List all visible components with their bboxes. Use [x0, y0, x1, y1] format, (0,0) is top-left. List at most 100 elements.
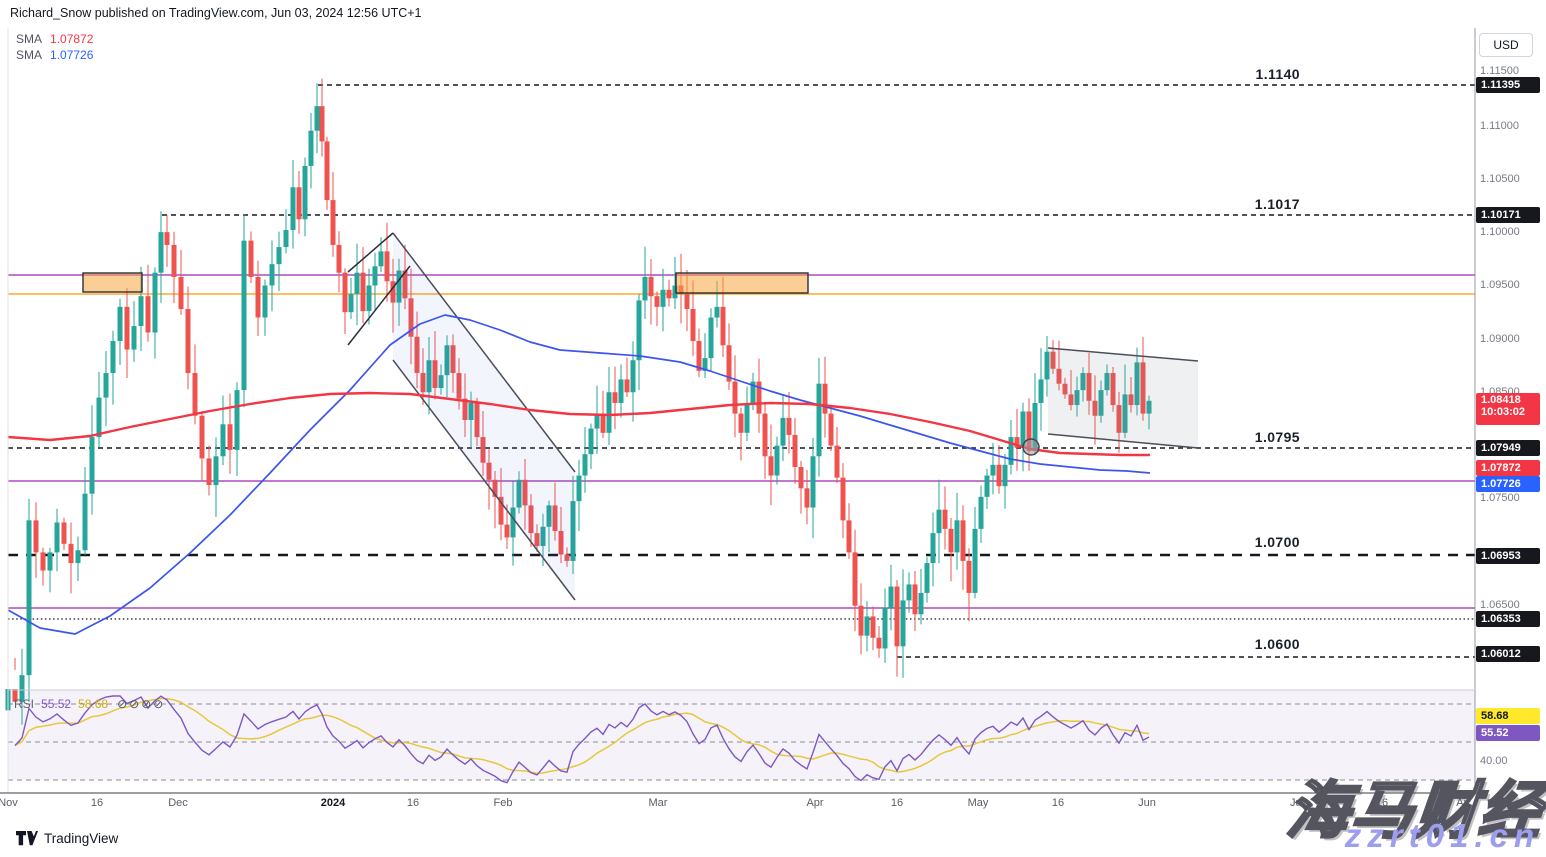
circle-icon[interactable]: ⊘ — [141, 697, 152, 711]
channel-upper-line[interactable] — [392, 232, 576, 473]
time-axis-tick: Au — [1456, 797, 1470, 809]
supply-zone-box[interactable] — [675, 272, 809, 294]
channel-upper-line[interactable] — [1047, 347, 1199, 362]
candle-body — [342, 272, 348, 313]
circle-icon[interactable]: ⊘ — [129, 697, 140, 711]
candle-body — [26, 520, 32, 676]
time-axis-tick: 16 — [406, 797, 420, 809]
candle-body — [780, 417, 786, 446]
candle-body — [798, 466, 804, 489]
published-header: Richard_Snow published on TradingView.co… — [10, 6, 422, 20]
candle-body — [171, 244, 177, 277]
trendline-drawing[interactable] — [347, 232, 394, 273]
candle-body — [54, 522, 60, 553]
candle-body — [1098, 390, 1104, 416]
candle-body — [852, 552, 858, 606]
candle-body — [684, 294, 690, 309]
candle-body — [262, 285, 268, 318]
candle-body — [804, 488, 810, 508]
channel-lower-line[interactable] — [392, 359, 576, 601]
candle-body — [1140, 362, 1146, 414]
candle-body — [296, 187, 302, 220]
channel-drawing[interactable] — [393, 233, 575, 600]
time-axis-tick: 16 — [890, 797, 904, 809]
rsi-band — [8, 690, 1475, 780]
candle-body — [822, 383, 828, 414]
candle-body — [19, 675, 25, 702]
sma-fast-line[interactable] — [7, 391, 1150, 457]
tradingview-logo-text: TradingView — [44, 831, 119, 846]
candle-body — [636, 300, 642, 361]
candle-body — [390, 281, 396, 303]
sma-legend-row[interactable]: SMA 1.07726 — [16, 48, 93, 62]
candle-body — [1086, 373, 1092, 401]
candle-body — [600, 413, 606, 433]
candle-body — [942, 509, 948, 529]
candle-body — [158, 232, 164, 273]
candle-body — [33, 520, 39, 553]
price-level-badge: 1.07949 — [1476, 440, 1540, 456]
candle-body — [1056, 368, 1062, 384]
candle-body — [420, 373, 426, 393]
candle-body — [474, 402, 480, 438]
candle-body — [1116, 405, 1122, 433]
candle-body — [738, 413, 744, 433]
sma-slow-line[interactable] — [7, 314, 1151, 635]
candle-body — [462, 398, 468, 421]
circle-icon[interactable]: ⊘ — [117, 697, 128, 711]
price-axis-tick: 1.10500 — [1480, 173, 1520, 185]
candle-body — [348, 294, 354, 313]
candle-body — [558, 531, 564, 555]
candle-body — [402, 270, 408, 299]
candle-body — [882, 607, 888, 649]
candle-body — [444, 345, 450, 376]
candle-body — [426, 360, 432, 393]
price-axis-tick: 40.00 — [1480, 755, 1508, 767]
time-axis-tick: 16 — [90, 797, 104, 809]
rsi-ma-line[interactable] — [14, 697, 1150, 774]
candle-body — [918, 592, 924, 615]
candle-body — [516, 479, 522, 508]
trendline-drawing[interactable] — [347, 265, 411, 346]
tradingview-attribution[interactable]: TradingView — [16, 831, 118, 846]
channel-lower-line[interactable] — [1047, 433, 1199, 449]
price-level-label: 1.0700 — [1254, 534, 1300, 550]
candle-body — [192, 373, 198, 416]
candle-body — [714, 306, 720, 318]
candle-body — [528, 505, 534, 534]
circle-icon[interactable]: ⊘ — [153, 697, 164, 711]
candle-body — [290, 187, 296, 230]
price-level-label: 1.1017 — [1254, 196, 1300, 212]
candle-body — [1068, 394, 1074, 406]
rsi-line[interactable] — [14, 695, 1150, 784]
watermark-site-url: zzrt01.cn — [1344, 817, 1540, 854]
candle-body — [480, 437, 486, 463]
candle-body — [283, 229, 289, 248]
price-level-badge: 1.11395 — [1476, 77, 1540, 93]
sma-legend-row[interactable]: SMA 1.07872 — [16, 32, 93, 46]
currency-unit-button[interactable]: USD — [1479, 33, 1533, 57]
candle-body — [966, 560, 972, 593]
candle-body — [1074, 390, 1080, 406]
rsi-indicator-legend[interactable]: RSI 55.52 58.68 ⊘ ⊘ ⊘ ⊘ — [14, 697, 163, 711]
candle-body — [588, 428, 594, 455]
circle-marker-drawing[interactable] — [1022, 438, 1040, 456]
channel-drawing[interactable] — [1048, 348, 1198, 448]
rsi-action-buttons[interactable]: ⊘ ⊘ ⊘ ⊘ — [115, 697, 163, 711]
supply-zone-box[interactable] — [82, 272, 143, 293]
price-level-label: 1.1140 — [1255, 66, 1300, 82]
candle-body — [702, 358, 708, 371]
candle-body — [618, 379, 624, 403]
candle-body — [786, 417, 792, 435]
candle-body — [206, 458, 212, 486]
candle-body — [732, 381, 738, 414]
candle-body — [1092, 400, 1098, 416]
candle-body — [930, 533, 936, 564]
last-price-badge: 1.08418 10:03:02 — [1476, 393, 1540, 425]
price-level-badge: 1.06012 — [1476, 646, 1540, 662]
candle-body — [984, 475, 990, 497]
candle-body — [75, 550, 81, 564]
candle-body — [696, 341, 702, 371]
price-level-badge: 1.10171 — [1476, 207, 1540, 223]
